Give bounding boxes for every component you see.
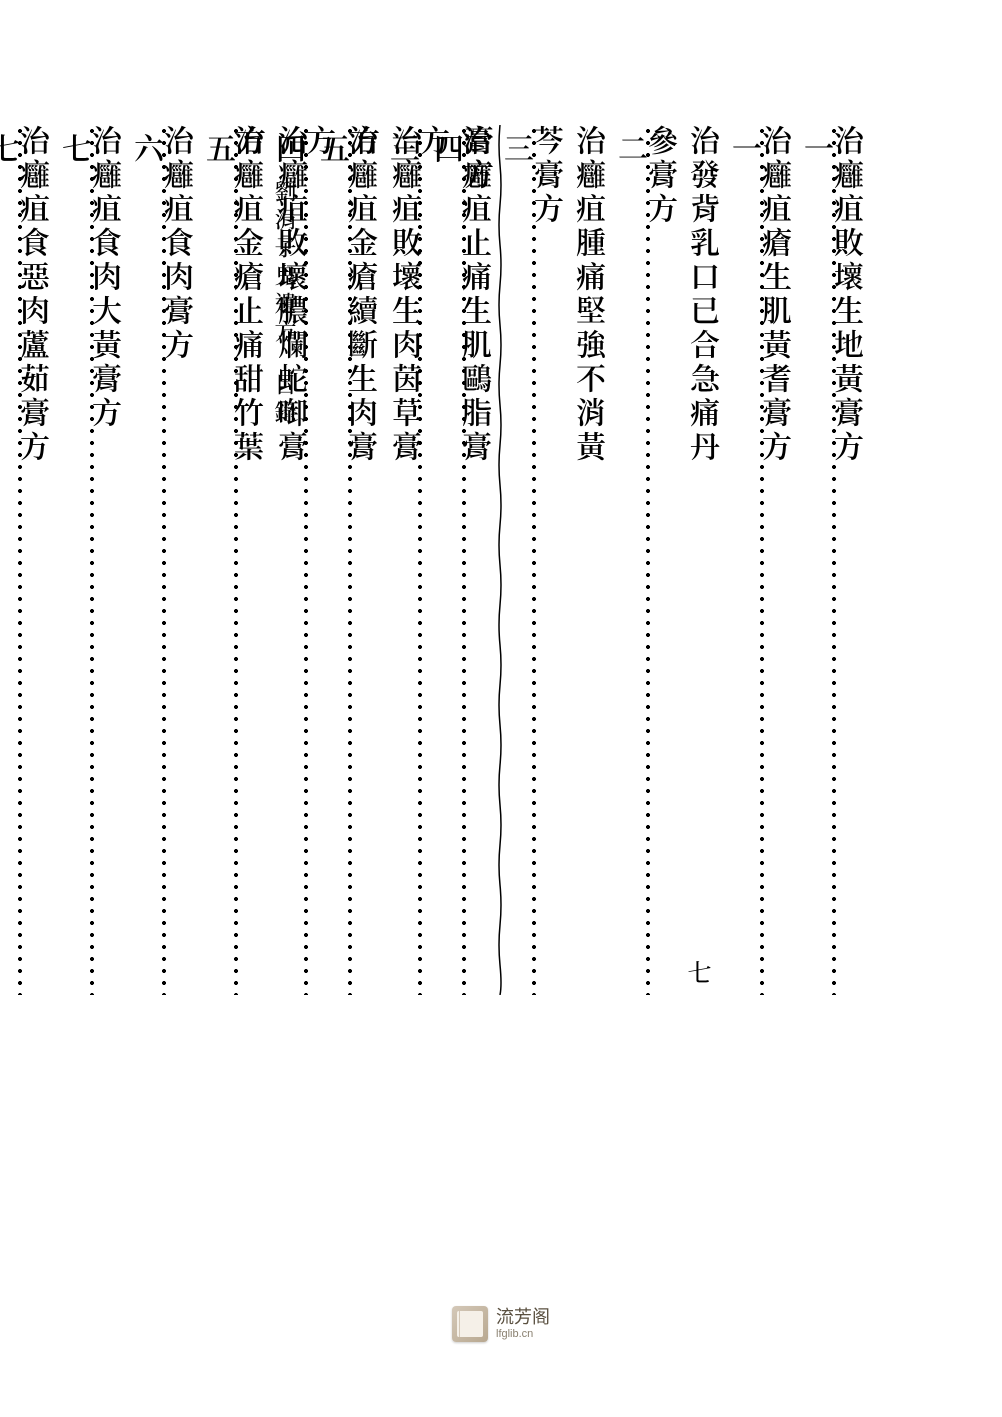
entry-text: 治癰疽食肉膏方 [164, 125, 194, 995]
entry-text: 治發背乳口已合急痛丹 [690, 125, 720, 995]
entry-text: 參膏方 [648, 125, 678, 995]
entry-page-number: 五 [320, 133, 350, 990]
toc-entry: 膏方四 [434, 125, 494, 995]
entry-text: 治癰疽敗壞生地黃膏方 [834, 125, 864, 995]
entry-text: 治癰疽食肉大黃膏方 [92, 125, 122, 995]
entry-text: 方 [236, 125, 266, 995]
entry-page-number: 六 [134, 133, 164, 990]
entry-text: 治癰疽腫痛堅強不消黃 [576, 125, 606, 995]
toc-entry: 治癰疽食肉膏方六 [134, 125, 194, 995]
running-title-part1: 劉涓子鬼遺方 [270, 180, 301, 348]
entry-page-number: 五 [206, 133, 236, 990]
entry-page-number: 七 [62, 133, 92, 990]
page-divider [498, 125, 502, 995]
entry-page-number: 一 [804, 133, 834, 990]
book-icon [452, 1306, 488, 1342]
entry-text: 治癰疽敗壞生肉茵草膏 [392, 125, 422, 995]
right-page: 治癰疽敗壞生地黃膏方一治癰疽瘡生肌黃耆膏方一治發背乳口已合急痛丹參膏方二治癰疽腫… [500, 125, 870, 995]
toc-entry: 治癰疽敗壞生地黃膏方一 [804, 125, 864, 995]
entry-text: 方 [350, 125, 380, 995]
entry-page-number: 一 [732, 133, 762, 990]
toc-entry: 治癰疽腫痛堅強不消黃 [576, 125, 606, 995]
entry-text: 治癰疽瘡生肌黃耆膏方 [762, 125, 792, 995]
running-title: 劉涓子鬼遺方目錄 [270, 180, 301, 429]
logo-text: 流芳阁 lfglib.cn [496, 1308, 550, 1340]
entry-text: 芩膏方 [534, 125, 564, 995]
entry-page-number: 三 [504, 133, 534, 990]
entry-page-number: 七 [0, 133, 20, 990]
toc-entry: 方五 [206, 125, 266, 995]
page-content: 治癰疽敗壞生地黃膏方一治癰疽瘡生肌黃耆膏方一治發背乳口已合急痛丹參膏方二治癰疽腫… [130, 125, 870, 1125]
toc-entry: 治發背乳口已合急痛丹 [690, 125, 720, 995]
entry-page-number: 四 [434, 133, 464, 990]
toc-entry: 治癰疽食肉大黃膏方七 [62, 125, 122, 995]
toc-entry: 方五 [320, 125, 380, 995]
toc-entry: 治癰疽敗壞生肉茵草膏 [392, 125, 422, 995]
running-title-part2: 目錄 [270, 373, 301, 429]
page-number: 七 [682, 960, 717, 984]
content-area: 治癰疽敗壞生地黃膏方一治癰疽瘡生肌黃耆膏方一治發背乳口已合急痛丹參膏方二治癰疽腫… [130, 125, 870, 995]
logo-url: lfglib.cn [496, 1328, 550, 1340]
toc-entry: 參膏方二 [618, 125, 678, 995]
toc-entry: 芩膏方三 [504, 125, 564, 995]
footer-logo: 流芳阁 lfglib.cn [452, 1306, 550, 1342]
entry-text: 治癰疽食惡肉蘆茹膏方 [20, 125, 50, 995]
entry-page-number: 二 [618, 133, 648, 990]
toc-entry: 治癰疽食惡肉蘆茹膏方七 [0, 125, 50, 995]
toc-entry: 治癰疽瘡生肌黃耆膏方一 [732, 125, 792, 995]
entry-text: 膏方 [464, 125, 494, 995]
logo-chinese: 流芳阁 [496, 1308, 550, 1328]
